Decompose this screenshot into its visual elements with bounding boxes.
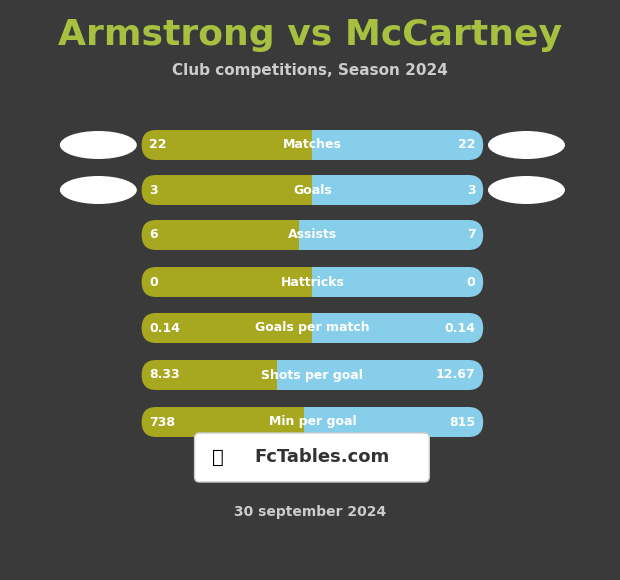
- Text: 3: 3: [149, 183, 158, 197]
- FancyBboxPatch shape: [141, 407, 304, 437]
- Bar: [304, 407, 318, 437]
- FancyBboxPatch shape: [312, 313, 483, 343]
- Bar: [312, 175, 327, 205]
- FancyBboxPatch shape: [141, 360, 277, 390]
- FancyBboxPatch shape: [312, 175, 483, 205]
- Text: Goals per match: Goals per match: [255, 321, 370, 335]
- Ellipse shape: [60, 176, 137, 204]
- Text: Shots per goal: Shots per goal: [262, 368, 363, 382]
- Text: 738: 738: [149, 415, 175, 429]
- Text: 0.14: 0.14: [149, 321, 180, 335]
- Text: 8.33: 8.33: [149, 368, 180, 382]
- Text: Hattricks: Hattricks: [280, 276, 344, 288]
- FancyBboxPatch shape: [141, 220, 299, 250]
- Bar: [312, 130, 327, 160]
- Text: 📊: 📊: [212, 448, 224, 467]
- Text: Min per goal: Min per goal: [268, 415, 356, 429]
- FancyBboxPatch shape: [141, 267, 312, 297]
- Bar: [312, 313, 327, 343]
- FancyBboxPatch shape: [304, 407, 483, 437]
- FancyBboxPatch shape: [141, 313, 312, 343]
- Text: 22: 22: [149, 139, 167, 151]
- Bar: [298, 130, 312, 160]
- Text: Armstrong vs McCartney: Armstrong vs McCartney: [58, 18, 562, 52]
- Text: 6: 6: [149, 229, 158, 241]
- Ellipse shape: [488, 176, 565, 204]
- Text: Goals: Goals: [293, 183, 332, 197]
- FancyBboxPatch shape: [141, 130, 312, 160]
- Bar: [263, 360, 277, 390]
- Bar: [277, 360, 291, 390]
- Bar: [290, 407, 304, 437]
- Text: Assists: Assists: [288, 229, 337, 241]
- FancyBboxPatch shape: [312, 267, 483, 297]
- Text: 30 september 2024: 30 september 2024: [234, 505, 386, 519]
- Bar: [299, 220, 313, 250]
- Text: FcTables.com: FcTables.com: [254, 448, 389, 466]
- Text: 0: 0: [467, 276, 476, 288]
- Bar: [298, 313, 312, 343]
- Ellipse shape: [60, 131, 137, 159]
- Text: 0.14: 0.14: [445, 321, 476, 335]
- Text: Club competitions, Season 2024: Club competitions, Season 2024: [172, 63, 448, 78]
- Bar: [285, 220, 299, 250]
- Bar: [312, 267, 327, 297]
- Text: 3: 3: [467, 183, 476, 197]
- FancyBboxPatch shape: [312, 130, 483, 160]
- FancyBboxPatch shape: [195, 433, 429, 482]
- Bar: [298, 267, 312, 297]
- Text: 12.67: 12.67: [436, 368, 476, 382]
- FancyBboxPatch shape: [299, 220, 483, 250]
- Text: 7: 7: [467, 229, 476, 241]
- Text: 22: 22: [458, 139, 476, 151]
- Text: 815: 815: [450, 415, 476, 429]
- Ellipse shape: [488, 131, 565, 159]
- FancyBboxPatch shape: [141, 175, 312, 205]
- Text: 0: 0: [149, 276, 158, 288]
- Text: Matches: Matches: [283, 139, 342, 151]
- Bar: [298, 175, 312, 205]
- FancyBboxPatch shape: [277, 360, 483, 390]
